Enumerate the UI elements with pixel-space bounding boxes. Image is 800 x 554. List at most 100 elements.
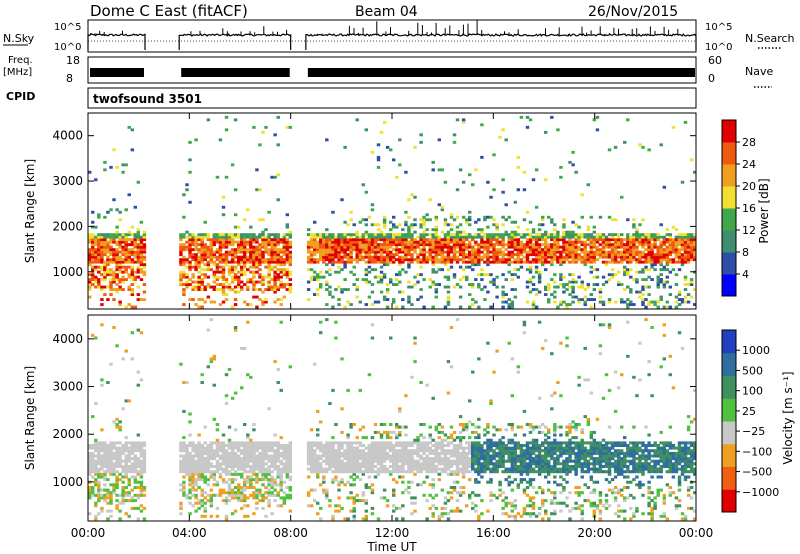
heat-cell <box>212 233 217 237</box>
heat-cell <box>194 138 198 142</box>
heat-cell <box>662 185 667 189</box>
heat-cell <box>334 240 338 244</box>
heat-cell <box>455 245 460 249</box>
heat-cell <box>434 295 439 299</box>
heat-cell <box>556 128 560 132</box>
heat-cell <box>382 275 387 279</box>
heat-cell <box>136 496 141 500</box>
heat-cell <box>255 258 259 262</box>
heat-cell <box>194 248 198 252</box>
heat-cell <box>233 462 238 466</box>
heat-cell <box>577 225 581 229</box>
heat-cell <box>331 459 335 463</box>
heat-cell <box>680 263 685 267</box>
heat-cell <box>197 506 201 510</box>
heat-cell <box>349 496 353 500</box>
heat-cell <box>197 248 201 252</box>
heat-cell <box>650 253 654 257</box>
heat-cell <box>495 255 499 259</box>
heat-cell <box>197 258 201 262</box>
heat-cell <box>501 260 505 264</box>
heat-cell <box>404 433 408 437</box>
heat-cell <box>203 258 207 262</box>
heat-cell <box>446 240 451 244</box>
heat-cell <box>541 258 545 262</box>
heat-cell <box>313 270 317 274</box>
heat-cell <box>240 248 244 252</box>
heat-cell <box>689 295 694 299</box>
heat-cell <box>322 491 326 495</box>
heat-cell <box>328 238 332 242</box>
heat-cell <box>246 444 250 448</box>
heat-cell <box>249 375 253 379</box>
heat-cell <box>483 235 487 239</box>
heat-cell <box>434 260 439 264</box>
heat-cell <box>455 240 460 244</box>
heat-cell <box>367 446 372 450</box>
heat-cell <box>237 240 241 244</box>
heat-cell <box>568 230 572 234</box>
heat-cell <box>88 451 92 455</box>
heat-cell <box>91 462 95 466</box>
heat-cell <box>121 233 125 237</box>
heat-cell <box>261 467 265 471</box>
heat-cell <box>547 233 551 237</box>
heat-cell <box>401 451 405 455</box>
heat-cell <box>489 250 493 254</box>
heat-cell <box>282 245 287 249</box>
heat-cell <box>385 263 390 267</box>
heat-cell <box>626 238 630 242</box>
heat-cell <box>316 441 320 445</box>
heat-cell <box>240 238 244 242</box>
heat-cell <box>395 449 399 453</box>
heat-cell <box>97 253 101 257</box>
heat-cell <box>379 238 384 242</box>
heat-cell <box>401 228 405 232</box>
heat-cell <box>404 454 408 458</box>
heat-cell <box>382 258 387 262</box>
heat-cell <box>97 270 101 274</box>
heat-cell <box>218 449 223 453</box>
heat-cell <box>495 260 499 264</box>
heat-cell <box>449 215 454 219</box>
heat-cell <box>237 488 241 492</box>
heat-cell <box>243 218 247 222</box>
heat-cell <box>659 278 663 281</box>
heat-cell <box>124 486 128 490</box>
heat-cell <box>106 496 110 500</box>
heat-cell <box>142 233 147 237</box>
heat-cell <box>215 238 220 242</box>
heat-cell <box>340 441 344 445</box>
heat-cell <box>498 253 502 257</box>
heat-cell <box>410 260 414 264</box>
heat-cell <box>689 248 694 252</box>
heat-cell <box>452 273 457 277</box>
heat-cell <box>306 491 311 495</box>
heat-cell <box>525 228 530 232</box>
nsky-trace <box>87 20 697 50</box>
heat-cell <box>197 501 201 505</box>
heat-cell <box>674 283 679 286</box>
heat-cell <box>364 459 369 463</box>
heat-cell <box>674 248 679 252</box>
heat-cell <box>255 260 259 264</box>
heat-cell <box>340 407 344 411</box>
heat-cell <box>130 148 135 152</box>
heat-cell <box>237 486 241 490</box>
heat-cell <box>261 449 265 453</box>
heat-cell <box>352 499 356 503</box>
heat-cell <box>188 420 192 424</box>
heat-cell <box>306 462 311 466</box>
heat-cell <box>398 238 402 242</box>
heat-cell <box>197 278 201 281</box>
heat-cell <box>583 253 587 257</box>
heat-cell <box>340 462 344 466</box>
heat-cell <box>194 501 198 505</box>
heat-cell <box>468 253 472 257</box>
heat-cell <box>385 436 390 440</box>
heat-cell <box>246 258 250 262</box>
heat-cell <box>589 238 594 242</box>
heat-cell <box>395 240 399 244</box>
nave-label: Nave <box>745 65 773 78</box>
heat-cell <box>233 491 238 495</box>
